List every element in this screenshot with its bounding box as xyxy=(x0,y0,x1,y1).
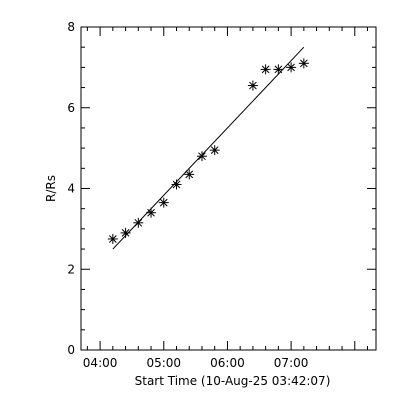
y-axis-tick-labels: 0 2 4 6 8 xyxy=(67,20,75,357)
plot-frame xyxy=(80,26,377,351)
data-point xyxy=(171,179,182,190)
data-point xyxy=(286,62,297,73)
x-tick-label: 05:00 xyxy=(146,356,181,370)
y-axis-label: R/Rs xyxy=(44,175,58,202)
y-tick-label: 2 xyxy=(67,262,75,276)
data-point xyxy=(184,169,195,180)
data-point xyxy=(158,197,169,208)
data-point xyxy=(273,64,284,75)
y-tick-label: 4 xyxy=(67,182,75,196)
data-point xyxy=(107,233,118,244)
x-axis-tick-labels: 04:00 05:00 06:00 07:00 xyxy=(83,356,309,370)
data-points xyxy=(107,58,309,244)
data-point xyxy=(247,80,258,91)
data-point xyxy=(146,207,157,218)
x-tick-label: 04:00 xyxy=(83,356,118,370)
data-point xyxy=(196,151,207,162)
fit-line xyxy=(112,46,305,250)
data-point xyxy=(133,217,144,228)
x-tick-label: 06:00 xyxy=(210,356,245,370)
y-axis-ticks xyxy=(81,26,376,351)
y-tick-label: 6 xyxy=(67,101,75,115)
data-point xyxy=(120,227,131,238)
x-axis-ticks xyxy=(86,27,369,350)
x-tick-label: 07:00 xyxy=(274,356,309,370)
data-point xyxy=(260,64,271,75)
y-tick-label: 0 xyxy=(67,343,75,357)
data-point xyxy=(209,145,220,156)
data-point xyxy=(298,58,309,69)
y-tick-label: 8 xyxy=(67,20,75,34)
x-axis-label: Start Time (10-Aug-25 03:42:07) xyxy=(135,374,331,388)
